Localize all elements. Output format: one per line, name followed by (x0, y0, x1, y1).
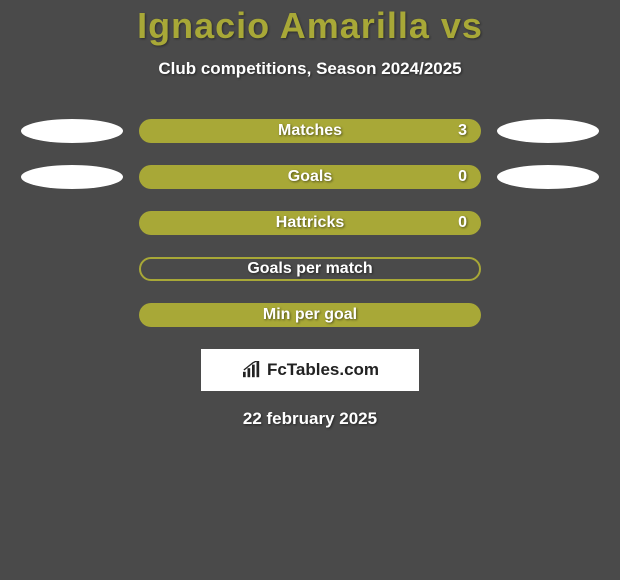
stat-row: Matches 3 (0, 119, 620, 143)
stat-value: 0 (458, 214, 467, 232)
left-ellipse (21, 119, 123, 143)
stat-value: 3 (458, 122, 467, 140)
stat-bar: Min per goal (139, 303, 481, 327)
stat-row: Goals per match (0, 257, 620, 281)
stat-bar: Goals 0 (139, 165, 481, 189)
brand-inner: FcTables.com (241, 360, 379, 380)
page-title: Ignacio Amarilla vs (0, 5, 620, 47)
stat-bar: Goals per match (139, 257, 481, 281)
right-ellipse (497, 165, 599, 189)
stat-bar: Matches 3 (139, 119, 481, 143)
stat-row: Goals 0 (0, 165, 620, 189)
right-ellipse (497, 119, 599, 143)
stat-bar: Hattricks 0 (139, 211, 481, 235)
left-ellipse (21, 165, 123, 189)
stat-row: Min per goal (0, 303, 620, 327)
stat-label: Hattricks (276, 214, 344, 232)
stat-value: 0 (458, 168, 467, 186)
stat-label: Goals (288, 168, 332, 186)
stat-row: Hattricks 0 (0, 211, 620, 235)
stats-card: Ignacio Amarilla vs Club competitions, S… (0, 0, 620, 429)
stat-label: Matches (278, 122, 342, 140)
stat-rows: Matches 3 Goals 0 Hattricks 0 Goals per match M… (0, 119, 620, 327)
subtitle: Club competitions, Season 2024/2025 (0, 59, 620, 79)
stat-label: Min per goal (263, 306, 357, 324)
stat-label: Goals per match (247, 260, 372, 278)
date-text: 22 february 2025 (0, 409, 620, 429)
brand-box: FcTables.com (201, 349, 419, 391)
brand-text: FcTables.com (267, 360, 379, 380)
chart-icon (241, 361, 263, 379)
